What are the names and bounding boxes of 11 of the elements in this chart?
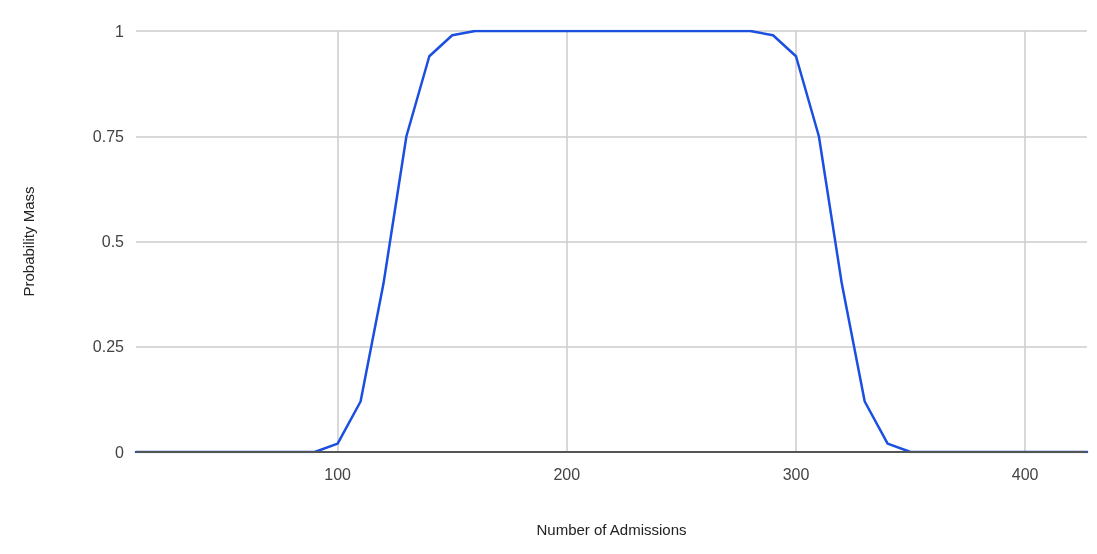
- y-axis-title: Probability Mass: [20, 186, 37, 297]
- x-tick-label: 200: [553, 465, 581, 483]
- x-tick-label: 300: [782, 465, 810, 483]
- y-tick-label: 0.25: [92, 338, 125, 356]
- y-tick-label: 0.75: [92, 127, 125, 145]
- x-tick-label: 400: [1011, 465, 1039, 483]
- y-tick-label: 0.5: [101, 233, 125, 250]
- y-tick-label: 0: [115, 443, 125, 461]
- x-tick-label: 100: [324, 465, 352, 483]
- y-tick-label: 1: [115, 22, 125, 40]
- x-axis-title: Number of Admissions: [536, 521, 687, 538]
